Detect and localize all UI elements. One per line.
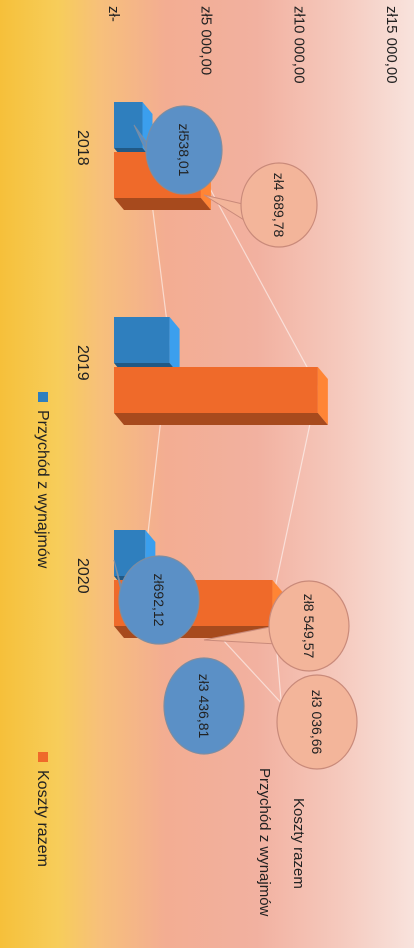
y-tick-label: zł15 000,00 xyxy=(383,6,400,84)
bar-front xyxy=(114,102,143,148)
bar-top xyxy=(169,317,180,375)
annotation-bubble: zł3 036,66 xyxy=(276,674,358,770)
legend-swatch xyxy=(38,752,48,762)
data-label-bubble: zł538,01 xyxy=(133,105,223,195)
trend-line xyxy=(200,171,319,736)
y-tick-label: zł- xyxy=(105,6,122,22)
data-label-bubble: zł4 689,78 xyxy=(203,162,318,248)
data-label-text: zł4 689,78 xyxy=(271,173,287,238)
data-label-bubbles: zł538,01 zł4 689,78 zł692,12 zł8 549,57 zł3 … xyxy=(113,105,358,917)
trend-line xyxy=(141,127,335,761)
legend-item: Koszty razem xyxy=(34,752,51,867)
data-label-bubble: zł692,12 xyxy=(113,555,200,645)
bar-przychod xyxy=(114,317,180,375)
data-label-text: zł692,12 xyxy=(151,574,167,627)
bubble-shape xyxy=(268,580,350,672)
x-tick-label: 2019 xyxy=(74,345,91,381)
x-tick-label: 2020 xyxy=(74,558,91,594)
legend-label: Przychód z wynajmów xyxy=(34,410,51,569)
annotation-text: zł3 036,66 xyxy=(309,690,325,755)
y-tick-label: zł10 000,00 xyxy=(290,6,307,84)
legend-label: Koszty razem xyxy=(34,770,51,867)
bar-top xyxy=(317,367,328,425)
bar-front xyxy=(114,317,170,363)
trend-lines xyxy=(141,127,335,761)
bubble-shape xyxy=(118,555,200,645)
bar-koszty xyxy=(114,367,328,425)
legend-swatch xyxy=(38,392,48,402)
annotation-text: zł3 436,81 xyxy=(196,674,212,739)
y-tick-label: zł5 000,00 xyxy=(198,6,215,75)
bubble-shape xyxy=(163,657,245,755)
series-end-label: Koszty razem xyxy=(290,798,307,889)
bar-side xyxy=(114,198,211,210)
legend-item: Przychód z wynajmów xyxy=(34,392,51,569)
legend: Przychód z wynajmów Koszty razem xyxy=(34,392,51,867)
bubble-shape xyxy=(276,674,358,770)
y-axis-ticks: zł-zł5 000,00 zł10 000,00 zł15 000,00 xyxy=(105,6,400,84)
x-axis-ticks: 2018 2019 2020 xyxy=(74,130,91,594)
series-end-label: Przychód z wynajmów xyxy=(256,768,273,917)
bar-side xyxy=(114,413,328,425)
bubble-shape xyxy=(145,105,223,195)
data-label-text: zł8 549,57 xyxy=(301,594,317,659)
annotation-bubble: zł3 436,81 xyxy=(163,657,245,755)
x-tick-label: 2018 xyxy=(74,130,91,166)
data-label-bubble: zł8 549,57 xyxy=(203,580,350,672)
data-label-text: zł538,01 xyxy=(176,124,192,177)
bar-front xyxy=(114,367,318,413)
bubble-shape xyxy=(240,162,318,248)
